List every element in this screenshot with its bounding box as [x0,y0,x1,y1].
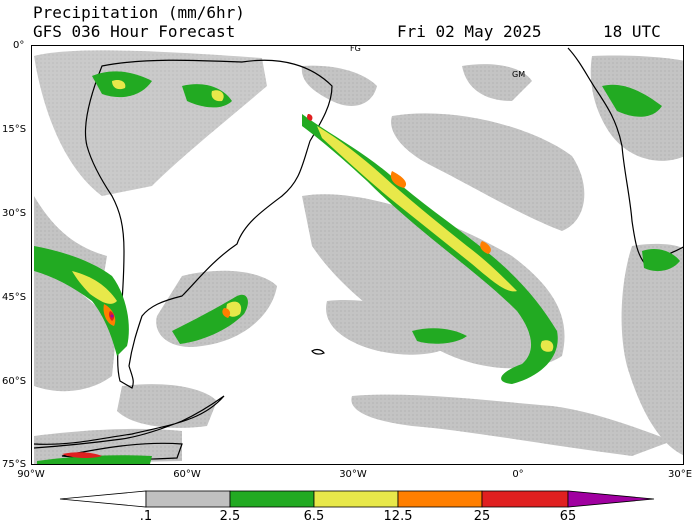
colorbar-segment-5 [481,490,569,508]
heavy-precip-areas [72,79,554,352]
lon-label-30e: 30°E [667,469,693,480]
map-title: Precipitation (mm/6hr) [33,3,245,22]
light-precip-areas [34,50,683,464]
precipitation-map: FG GM [31,45,684,465]
lat-label-15s: 15°S [2,124,27,135]
lon-label-60w: 60°W [173,469,201,480]
lon-label-90w: 90°W [17,469,45,480]
lat-label-0: 0° [13,40,25,51]
label-fg: FG [350,45,361,53]
lon-label-30w: 30°W [339,469,367,480]
colorbar [59,490,655,508]
colorbar-label-4: 25 [473,509,491,524]
forecast-time: 18 UTC [603,22,661,41]
lon-label-0: 0° [512,469,524,480]
lat-label-45s: 45°S [2,292,27,303]
colorbar-segment-6 [567,490,655,508]
lat-label-60s: 60°S [2,376,27,387]
forecast-subtitle: GFS 036 Hour Forecast [33,22,236,41]
colorbar-segment-1 [145,490,231,508]
colorbar-label-1: 2.5 [219,509,241,524]
lat-label-75s: 75°S [2,459,27,470]
label-gm: GM [512,70,526,79]
max-precip-areas [110,314,114,318]
colorbar-segment-3 [313,490,399,508]
colorbar-segment-4 [397,490,483,508]
colorbar-label-5: 65 [559,509,577,524]
colorbar-label-3: 12.5 [383,509,413,524]
map-canvas [33,47,683,464]
lat-label-30s: 30°S [2,208,27,219]
forecast-date: Fri 02 May 2025 [397,22,542,41]
colorbar-segment-2 [229,490,315,508]
colorbar-label-2: 6.5 [303,509,325,524]
colorbar-segment-0 [59,490,147,508]
colorbar-label-0: .1 [139,509,153,524]
